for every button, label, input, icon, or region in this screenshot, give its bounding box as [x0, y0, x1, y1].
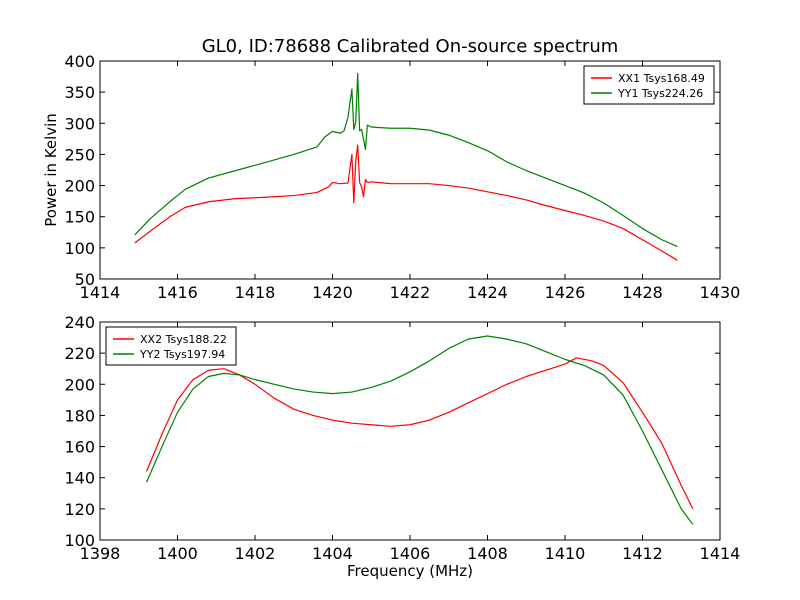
y-tick-label: 160 — [64, 438, 95, 457]
x-tick-label: 1426 — [545, 283, 586, 302]
y-tick-label: 180 — [64, 406, 95, 425]
y-tick-label: 140 — [64, 469, 95, 488]
series-line-2 — [145, 335, 694, 525]
series-line-1 — [134, 144, 678, 261]
y-tick-label: 250 — [64, 145, 95, 164]
x-tick-label: 1416 — [157, 283, 198, 302]
x-tick-label: 1412 — [622, 544, 663, 563]
chart-title: GL0, ID:78688 Calibrated On-source spect… — [202, 36, 619, 57]
y-tick-label: 350 — [64, 83, 95, 102]
x-tick-label: 1414 — [80, 283, 121, 302]
plot-frame — [99, 321, 721, 541]
plot-frame — [99, 60, 721, 280]
y-tick-label: 300 — [64, 114, 95, 133]
y-tick-label: 220 — [64, 344, 95, 363]
x-tick-label: 1400 — [157, 544, 198, 563]
x-tick-label: 1420 — [312, 283, 353, 302]
x-tick-label: 1418 — [235, 283, 276, 302]
y-tick-label: 150 — [64, 208, 95, 227]
x-axis-label-bottom: Frequency (MHz) — [347, 562, 473, 580]
bottom-panel: 1398 1400 1402 1404 1406 1408 1410 1412 1414 100 1… — [64, 313, 740, 563]
x-tick-label: 1404 — [312, 544, 353, 563]
legend-box — [583, 65, 715, 105]
y-tick-label: 100 — [64, 531, 95, 550]
x-tick-label: 1410 — [545, 544, 586, 563]
y-tick-label: 400 — [64, 52, 95, 71]
y-tick-label: 200 — [64, 375, 95, 394]
x-tick-label: 1408 — [467, 544, 508, 563]
legend-label: YY2 Tsys197.94 — [139, 348, 225, 361]
series-line-1 — [145, 357, 694, 510]
x-tick-label: 1414 — [700, 544, 741, 563]
y-tick-label: 100 — [64, 239, 95, 258]
x-tick-label: 1402 — [235, 544, 276, 563]
legend-label: XX1 Tsys168.49 — [618, 72, 705, 85]
y-axis-label-top: Power in Kelvin — [42, 113, 60, 227]
x-tick-label: 1422 — [390, 283, 431, 302]
x-tick-label: 1398 — [80, 544, 121, 563]
y-tick-label: 240 — [64, 313, 95, 332]
x-tick-label: 1428 — [622, 283, 663, 302]
x-tick-label: 1406 — [390, 544, 431, 563]
x-tick-label: 1424 — [467, 283, 508, 302]
top-panel: 1414 1416 1418 1420 1422 1424 1426 1428 1430 50 10… — [64, 52, 740, 302]
y-tick-label: 120 — [64, 500, 95, 519]
series-line-2 — [134, 72, 678, 248]
legend-box — [105, 326, 237, 366]
x-tick-label: 1430 — [700, 283, 741, 302]
legend-label: XX2 Tsys188.22 — [140, 333, 227, 346]
y-tick-label: 50 — [75, 270, 95, 289]
y-tick-label: 200 — [64, 177, 95, 196]
legend-label: YY1 Tsys224.26 — [617, 87, 703, 100]
